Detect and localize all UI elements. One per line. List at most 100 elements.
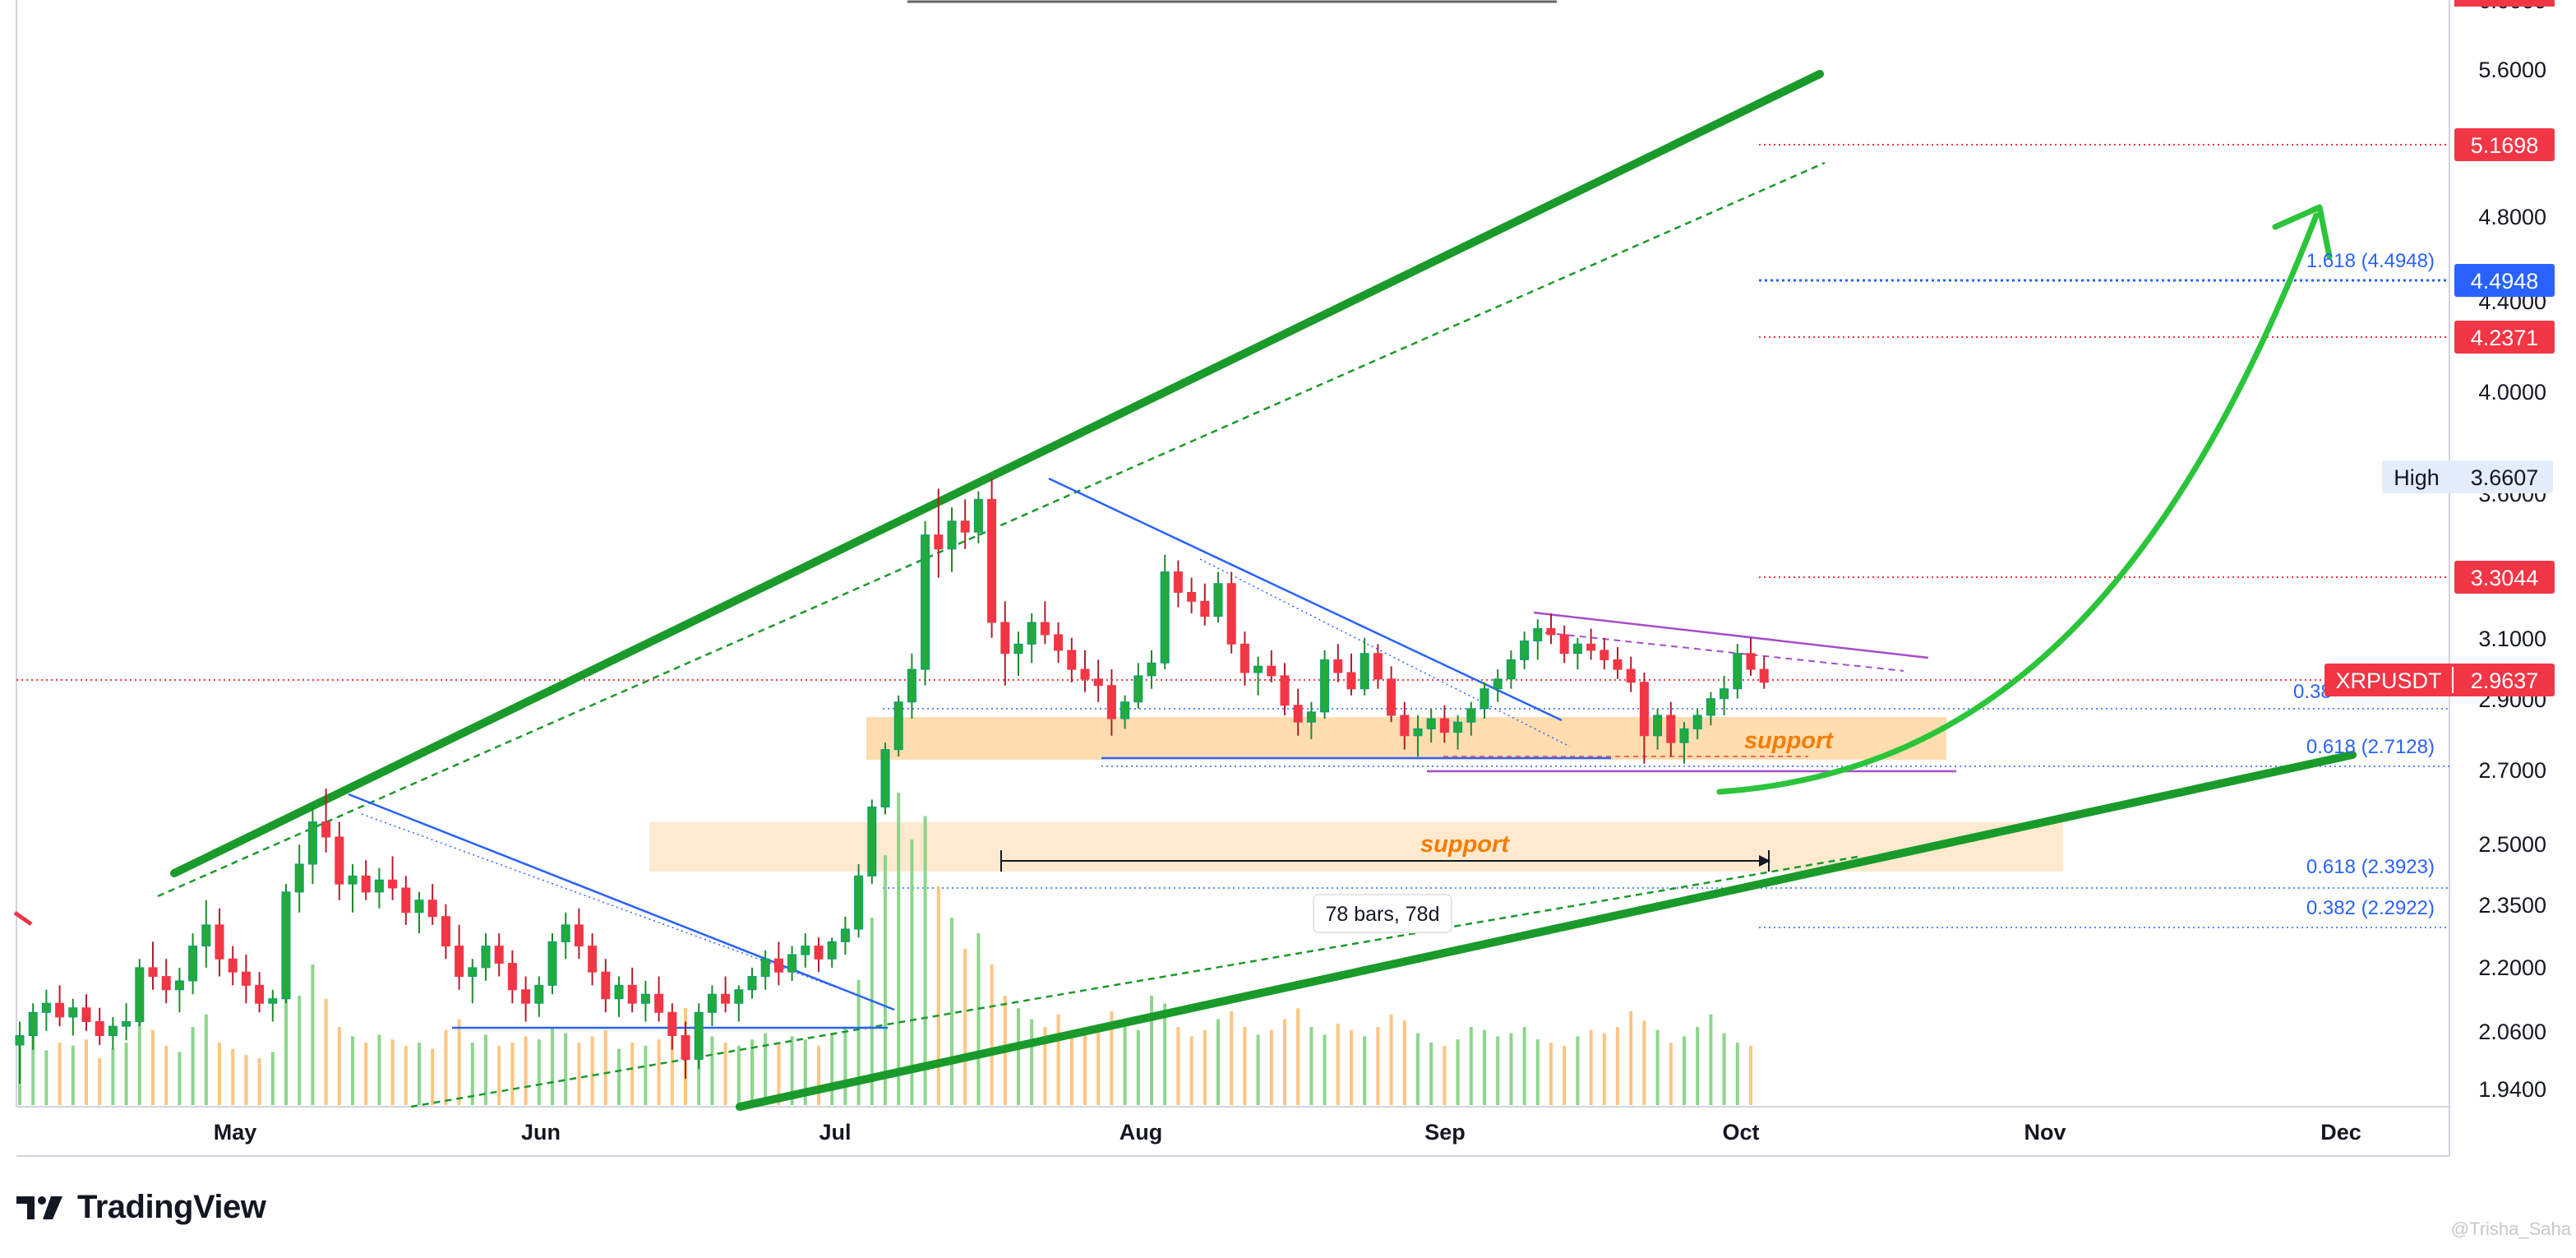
price-axis[interactable]: 6.0000 5.6000 4.8000 4.4000 4.0000 3.600… [2478, 0, 2546, 1102]
volume-bar [364, 1043, 368, 1105]
volume-bar [418, 1043, 421, 1105]
candle-body [388, 879, 398, 889]
volume-bar [1629, 1011, 1633, 1105]
volume-bar [1402, 1020, 1406, 1105]
candle-body [1267, 665, 1276, 677]
support-label-upper: support [1744, 728, 1834, 754]
candle-body [880, 749, 890, 807]
candle-body [1520, 641, 1530, 660]
volume-bar [923, 816, 927, 1105]
range-label: 78 bars, 78d [1326, 903, 1440, 926]
volume-bar [1389, 1014, 1393, 1105]
candle-body [1226, 583, 1236, 645]
volume-bar [777, 1043, 781, 1105]
candle-body [1200, 600, 1210, 617]
price-badge-5-1698[interactable]: 5.1698 [2454, 128, 2555, 161]
volume-bar [976, 933, 981, 1105]
price-badge-value: 2.9637 [2471, 668, 2539, 693]
volume-bar [870, 918, 874, 1105]
candle-body [268, 998, 278, 1004]
volume-bar [817, 1045, 820, 1105]
volume-bar [1296, 1008, 1300, 1105]
tradingview-wordmark: TradingView [77, 1189, 266, 1225]
trendline-jul-sep [1048, 477, 1563, 722]
volume-bar [1083, 1034, 1087, 1105]
volume-bar [1030, 1019, 1034, 1105]
candle-body [1466, 708, 1476, 723]
volume-bar [577, 1043, 581, 1105]
price-tick: 1.9400 [2478, 1077, 2546, 1102]
price-badge-high[interactable]: High 3.6607 [2382, 460, 2553, 493]
volume-bar [111, 1048, 115, 1105]
candle-body [1493, 678, 1503, 690]
support-label-lower: support [1420, 831, 1510, 858]
candle-body [1106, 685, 1116, 719]
month-label: Oct [1722, 1120, 1759, 1145]
candle-body [1280, 675, 1290, 706]
volume-bar [204, 1014, 208, 1105]
candle-body [947, 520, 957, 550]
price-tick: 4.0000 [2478, 380, 2546, 405]
candle-body [122, 1020, 132, 1027]
candle-body [547, 941, 557, 986]
candle-body [148, 967, 158, 978]
candle-body [921, 534, 930, 670]
candle-body [441, 916, 450, 947]
candle-body [854, 875, 864, 930]
volume-bar [1176, 1027, 1180, 1105]
month-label: Sep [1424, 1120, 1466, 1145]
volume-bar [218, 1043, 221, 1105]
candle-body [1306, 711, 1316, 723]
volume-bar [644, 1045, 648, 1105]
candle-body [348, 875, 358, 885]
candle-body [1586, 643, 1596, 651]
candle-body [1147, 662, 1156, 677]
candle-body [827, 941, 837, 960]
time-axis[interactable]: May Jun Jul Aug Sep Oct Nov Dec [214, 1120, 2361, 1145]
candle-body [215, 924, 224, 960]
channel-upper-line [170, 70, 1824, 877]
volume-bar [58, 1043, 62, 1105]
candle-body [1600, 650, 1609, 660]
month-label: Aug [1119, 1120, 1162, 1145]
volume-bar [98, 1058, 102, 1105]
candle-body [1133, 675, 1143, 703]
volume-bar [1323, 1034, 1327, 1105]
volume-bar [1683, 1036, 1686, 1105]
candle-body [374, 879, 384, 893]
volume-bar [1243, 1027, 1247, 1105]
price-badge-value: 3.3044 [2471, 566, 2539, 590]
candle-body [760, 958, 770, 978]
price-badge-4-4948[interactable]: 4.4948 [2454, 264, 2555, 297]
volume-bar [630, 1043, 635, 1105]
volume-bar [1056, 1014, 1060, 1105]
volume-bar [1136, 1029, 1140, 1105]
candle-body [294, 863, 304, 893]
volume-bar [884, 855, 887, 1105]
plot-area[interactable] [0, 0, 2449, 1156]
channel-lower-line [736, 751, 2357, 1111]
volume-bar [1749, 1045, 1752, 1105]
volume-bar [710, 1036, 714, 1105]
price-badge-3-3044[interactable]: 3.3044 [2454, 561, 2555, 594]
candle-body [1360, 653, 1369, 690]
volume-bar [1429, 1043, 1433, 1105]
volume-bar [1655, 1029, 1660, 1105]
candle-body [588, 946, 598, 973]
candle-body [707, 993, 717, 1013]
candle-body [414, 900, 424, 913]
candle-body [694, 1011, 704, 1060]
candle-body [1626, 668, 1636, 683]
price-badge-4-2371[interactable]: 4.2371 [2454, 321, 2555, 354]
volume-bar [910, 839, 914, 1105]
price-tick: 2.2000 [2478, 955, 2546, 980]
candle-body [973, 498, 983, 533]
candle-body [1213, 583, 1223, 617]
volume-bar [457, 1019, 461, 1105]
candle-body [507, 963, 517, 991]
volume-bar [470, 1043, 474, 1105]
volume-bar [1522, 1027, 1526, 1105]
candle-body [1240, 643, 1249, 673]
price-badge-last[interactable]: XRPUSDT 2.9637 [2324, 664, 2555, 696]
